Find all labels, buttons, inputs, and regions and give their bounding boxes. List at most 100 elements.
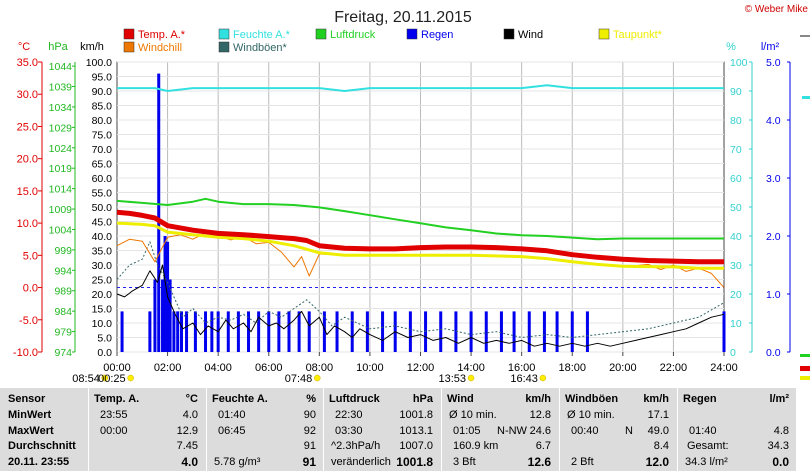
humidity-max-val: 92 — [303, 425, 316, 437]
temp-max-val: 12.9 — [176, 425, 198, 437]
wind-max-val: 24.6 — [529, 425, 551, 437]
chart-title: Freitag, 20.11.2015 — [334, 9, 472, 26]
time-tick-label: 14:00 — [457, 362, 485, 374]
pressure-tick-label: 989 — [54, 286, 72, 298]
wind-tick-label: 90.0 — [92, 86, 113, 98]
wind-tick-label: 45.0 — [92, 217, 113, 229]
gusts-unit: km/h — [643, 393, 669, 405]
series-line — [116, 209, 724, 265]
rain-bar — [161, 279, 165, 352]
stats-gusts: Windböen km/h Ø 10 min. 17.1 00:40 N 49.0 8.… — [565, 388, 671, 471]
edge-mark — [800, 35, 810, 37]
sun-icon — [539, 374, 547, 382]
legend-swatch — [218, 41, 230, 53]
rain-tick-label: 4.0 — [766, 115, 781, 127]
axis-units: °C hPa km/h% l/m² — [18, 41, 780, 53]
pressure-tick-label: 1009 — [49, 204, 73, 216]
temp-unit-label: °C — [18, 41, 30, 53]
edge-mark — [802, 96, 810, 99]
rain-bar — [527, 311, 531, 352]
legend-swatch — [598, 28, 610, 40]
grid — [116, 61, 725, 353]
wind-tick-label: 35.0 — [92, 246, 113, 258]
rain-bar — [322, 311, 326, 352]
pressure-current: 1001.8 — [396, 455, 433, 469]
gusts-avg: 8.4 — [653, 440, 669, 452]
copyright-label: © Weber Mike — [745, 4, 809, 15]
pressure-tick-label: 1014 — [49, 184, 73, 196]
rain-max-time: 01:40 — [689, 425, 717, 437]
series-line — [116, 241, 725, 338]
rain-current: 0.0 — [772, 455, 789, 469]
humidity-tick-label: 40 — [730, 231, 742, 243]
wind-tick-label: 15.0 — [92, 304, 113, 316]
wind-tick-label: 55.0 — [92, 188, 113, 200]
gusts-beaufort: 2 Bft — [571, 456, 594, 468]
pressure-tick-label: 1029 — [49, 122, 73, 134]
stats-rain: Regen l/m² 01:40 4.8 Gesamt: 34.3 34.3 l/m²… — [683, 388, 791, 471]
pressure-tick-label: 1039 — [49, 82, 73, 94]
sun-icon — [314, 374, 321, 382]
time-tick-label: 06:00 — [255, 362, 283, 374]
temp-tick-label: 10.0 — [17, 218, 38, 230]
pressure-tick-label: 1019 — [49, 163, 73, 175]
series-line — [116, 197, 724, 241]
cropped-right-edge — [800, 35, 810, 380]
humidity-unit: % — [306, 393, 316, 405]
wind-tick-label: 65.0 — [92, 159, 113, 171]
edge-mark — [800, 366, 810, 371]
rain-bar — [193, 311, 197, 352]
gusts-min-val: 17.1 — [647, 409, 669, 421]
legend-label: Windchill — [138, 42, 182, 54]
legend-label: Taupunkt* — [613, 29, 663, 41]
pressure-min-time: 22:30 — [335, 409, 363, 421]
time-tick-label: 18:00 — [558, 362, 586, 374]
humidity-head: Feuchte A. — [212, 393, 268, 405]
rain-bar — [247, 311, 251, 352]
rain-bar — [297, 311, 301, 352]
wind-beaufort: 3 Bft — [453, 456, 476, 468]
wind-tick-label: 40.0 — [92, 231, 113, 243]
temp-tick-label: 0.0 — [23, 283, 38, 295]
weather-chart: Freitag, 20.11.2015 © Weber Mike Temp. A… — [13, 4, 810, 385]
rain-tick-label: 5.0 — [766, 57, 781, 69]
wind-tick-label: 100.0 — [86, 57, 112, 69]
legend-label: Wind — [518, 29, 543, 41]
rain-bar — [408, 311, 412, 352]
humidity-tick-label: 70 — [730, 144, 742, 156]
temp-head: Temp. A. — [94, 393, 140, 405]
temp-tick-label: 20.0 — [17, 154, 38, 166]
temp-min-time: 23:55 — [100, 409, 128, 421]
rain-bar — [236, 311, 240, 352]
rain-bar — [277, 311, 281, 352]
sensor-label: Sensor — [8, 393, 46, 405]
pressure-max-val: 1013.1 — [399, 425, 433, 437]
rain-bar — [424, 311, 428, 352]
temp-tick-label: -10.0 — [13, 347, 38, 359]
rain-bar — [307, 311, 311, 352]
legend-label: Temp. A.* — [138, 29, 186, 41]
rain-tick-label: 0.0 — [766, 347, 781, 359]
time-tick-label: 12:00 — [407, 362, 435, 374]
series-line — [116, 264, 725, 347]
minwert-label: MinWert — [8, 409, 52, 421]
sun-event-label: 07:48 — [285, 373, 313, 385]
time-tick-label: 02:00 — [154, 362, 182, 374]
humidity-tick-label: 80 — [730, 115, 742, 127]
sun-icon — [101, 374, 109, 382]
pressure-tick-label: 994 — [54, 265, 72, 277]
stats-wind: Wind km/h Ø 10 min. 12.8 01:05 N-NW 24.6 160… — [447, 388, 553, 471]
rain-bar — [157, 73, 161, 352]
stats-temp: Temp. A. °C 23:55 4.0 00:00 12.9 7.45 4.0 — [94, 388, 200, 471]
rain-bar — [153, 279, 157, 352]
rain-bar — [585, 311, 589, 352]
rain-bar — [172, 311, 176, 352]
humidity-current: 91 — [302, 455, 316, 469]
temp-avg: 7.45 — [176, 440, 198, 452]
wind-tick-label: 5.0 — [97, 333, 112, 345]
pressure-max-time: 03:30 — [335, 425, 363, 437]
wind-tick-label: 10.0 — [92, 318, 113, 330]
wind-head: Wind — [447, 393, 474, 405]
rain-bar — [469, 311, 473, 352]
